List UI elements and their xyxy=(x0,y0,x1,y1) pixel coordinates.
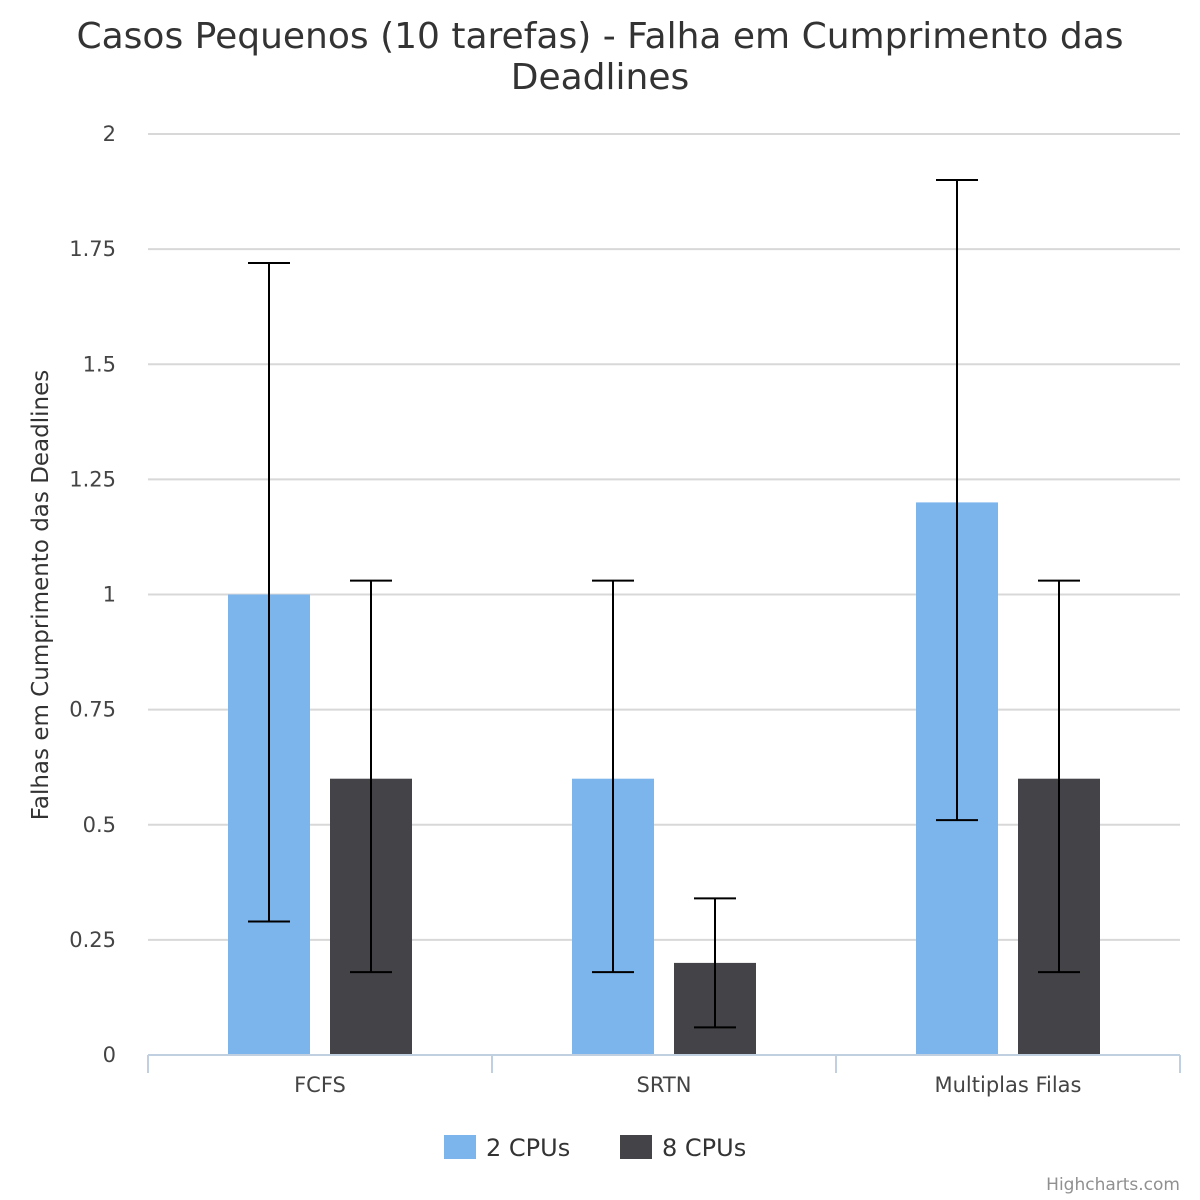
y-tick-label: 1.75 xyxy=(69,237,116,261)
x-tick-label: SRTN xyxy=(637,1073,692,1097)
error-bar xyxy=(694,897,736,1029)
error-bars xyxy=(248,179,1080,1029)
y-tick-label: 2 xyxy=(103,122,116,146)
chart-title-line-1: Casos Pequenos (10 tarefas) - Falha em C… xyxy=(76,16,1123,57)
legend: 2 CPUs 8 CPUs xyxy=(444,1134,746,1162)
y-axis-label: Falhas em Cumprimento das Deadlines xyxy=(28,370,54,821)
y-tick-label: 1 xyxy=(103,583,116,607)
x-axis-ticks: FCFS SRTN Multiplas Filas xyxy=(294,1073,1081,1097)
x-tick-label: Multiplas Filas xyxy=(934,1073,1081,1097)
credits-link[interactable]: Highcharts.com xyxy=(1046,1175,1180,1195)
y-tick-label: 1.5 xyxy=(83,352,116,376)
error-bar xyxy=(1038,579,1080,974)
y-tick-label: 0.75 xyxy=(69,698,116,722)
legend-swatch-2-cpus xyxy=(444,1135,476,1159)
error-bar xyxy=(592,579,634,974)
legend-item-2-cpus[interactable]: 2 CPUs xyxy=(444,1134,570,1162)
chart-title-line-2: Deadlines xyxy=(511,57,690,98)
grid-lines xyxy=(148,133,1180,941)
y-axis-ticks: 0 0.25 0.5 0.75 1 1.25 1.5 1.75 2 xyxy=(69,122,116,1067)
error-bar xyxy=(350,579,392,974)
y-tick-label: 0.5 xyxy=(83,813,116,837)
legend-item-8-cpus[interactable]: 8 CPUs xyxy=(620,1134,746,1162)
y-tick-label: 0.25 xyxy=(69,928,116,952)
y-tick-label: 1.25 xyxy=(69,467,116,491)
error-bar xyxy=(248,261,290,923)
legend-label-8-cpus: 8 CPUs xyxy=(662,1134,746,1162)
error-bar xyxy=(936,179,978,822)
legend-swatch-8-cpus xyxy=(620,1135,652,1159)
x-axis xyxy=(147,1054,1181,1073)
x-tick-label: FCFS xyxy=(294,1073,346,1097)
legend-label-2-cpus: 2 CPUs xyxy=(486,1134,570,1162)
y-tick-label: 0 xyxy=(103,1043,116,1067)
